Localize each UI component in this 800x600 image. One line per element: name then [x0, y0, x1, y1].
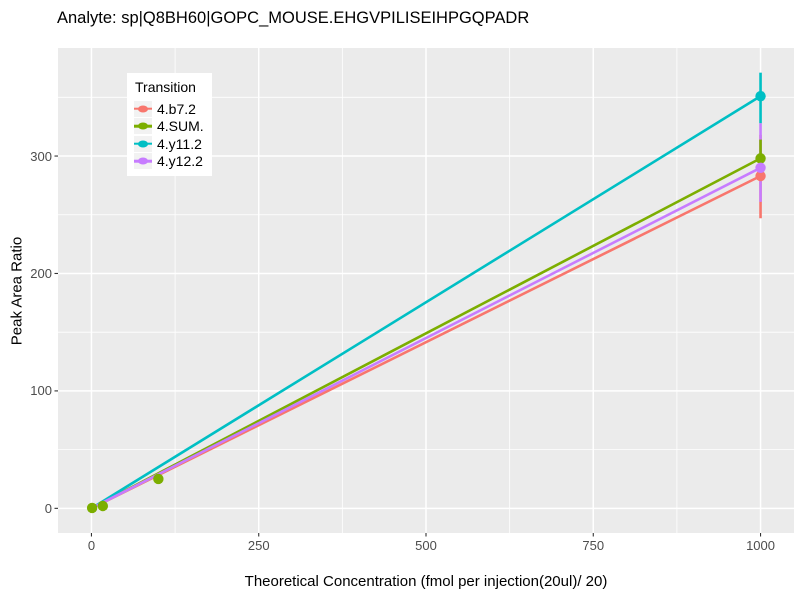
data-point-4.y11.2	[755, 90, 766, 102]
series-line-4.y12.2	[90, 166, 762, 510]
x-tick-label: 0	[87, 538, 96, 553]
legend-item-4.y12.2: 4.y12.2	[134, 153, 204, 171]
legend-item-label: 4.y12.2	[157, 153, 203, 170]
data-point-4.SUM.	[153, 473, 164, 485]
y-tick-label: 0	[44, 500, 52, 516]
data-point-4.SUM.	[755, 153, 766, 164]
data-point-4.b7.2	[755, 170, 766, 182]
legend-item-label: 4.b7.2	[157, 100, 196, 117]
series-line-4.SUM.	[90, 157, 762, 510]
plot-title: Analyte: sp|Q8BH60|GOPC_MOUSE.EHGVPILISE…	[57, 9, 530, 27]
x-tick-label: 500	[415, 538, 437, 553]
legend-item-4.b7.2: 4.b7.2	[134, 100, 204, 118]
x-tick-label: 750	[582, 538, 605, 553]
legend-key-icon	[134, 118, 152, 135]
data-point-4.y12.2	[755, 162, 766, 173]
legend-title: Transition	[135, 79, 196, 95]
legend-key-icon	[134, 135, 152, 152]
legend-item-4.SUM.: 4.SUM.	[134, 118, 204, 136]
y-axis-title: Peak Area Ratio	[8, 236, 26, 346]
y-tick-label: 300	[30, 148, 52, 164]
x-tick-label: 250	[247, 538, 270, 553]
legend: Transition 4.b7.2 4.SUM. 4.y11.2 4.y12.2	[127, 73, 212, 176]
series-line-4.y11.2	[90, 95, 762, 510]
legend-item-label: 4.SUM.	[157, 118, 204, 135]
legend-key-icon	[134, 153, 152, 170]
data-point-4.SUM.	[97, 500, 109, 512]
x-axis-title: Theoretical Concentration (fmol per inje…	[244, 573, 608, 590]
y-tick-label: 100	[30, 383, 52, 399]
y-tick-label: 200	[30, 265, 52, 281]
legend-item-label: 4.y11.2	[157, 135, 202, 152]
legend-item-4.y11.2: 4.y11.2	[134, 135, 204, 153]
legend-key-icon	[134, 100, 152, 117]
data-point-4.SUM.	[86, 502, 98, 514]
x-tick-label: 1000	[746, 538, 775, 553]
legend-items: 4.b7.2 4.SUM. 4.y11.2 4.y12.2	[134, 100, 204, 170]
